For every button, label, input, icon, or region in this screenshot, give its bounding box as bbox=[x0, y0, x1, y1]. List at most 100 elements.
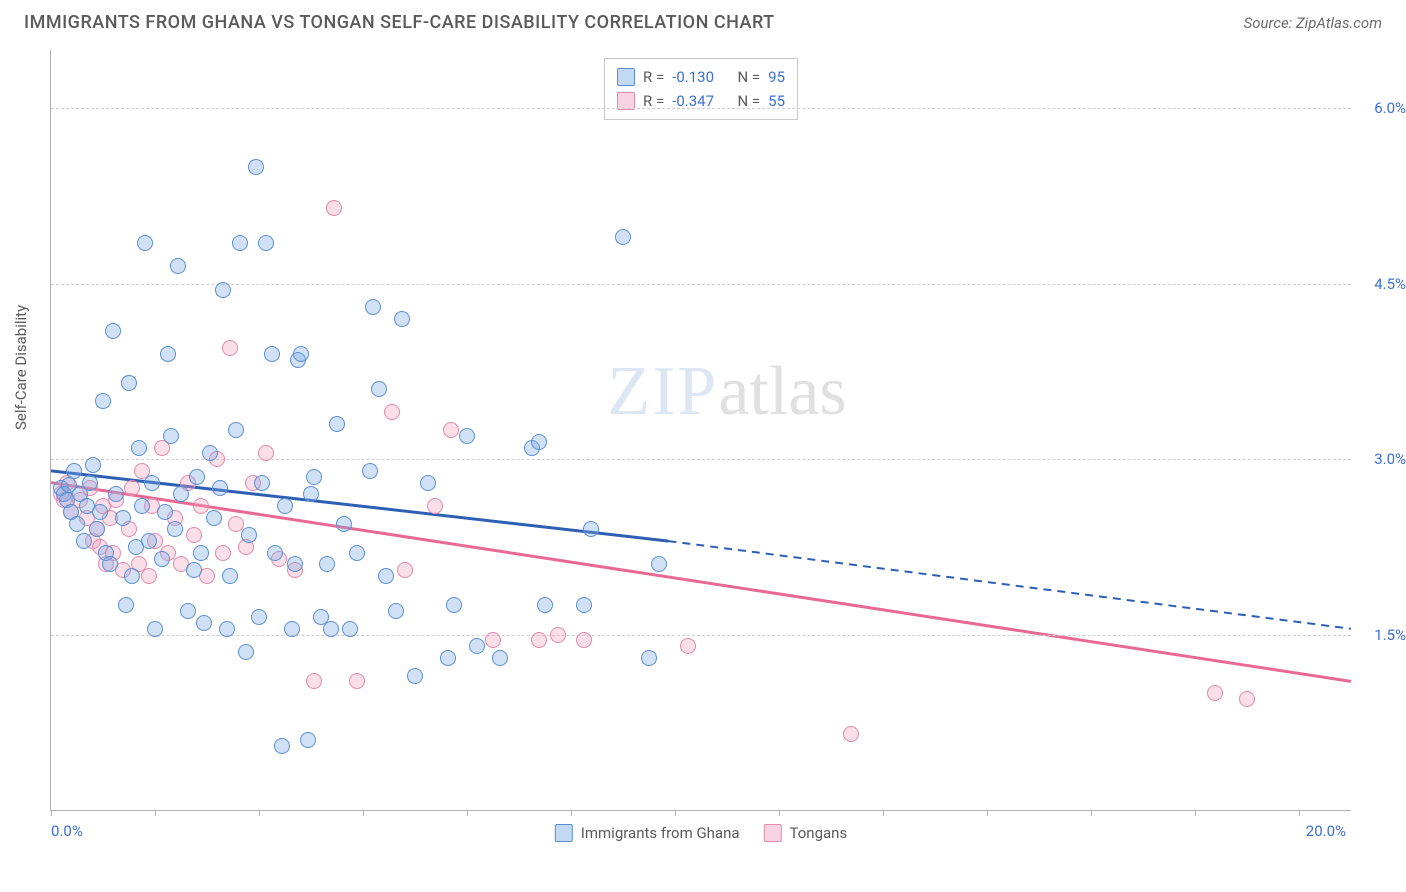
scatter-point-blue bbox=[206, 510, 222, 526]
legend-swatch-pink bbox=[764, 824, 782, 842]
r-value-blue: -0.130 bbox=[672, 65, 714, 89]
x-tick bbox=[1299, 810, 1300, 816]
scatter-point-blue bbox=[193, 545, 209, 561]
scatter-point-blue bbox=[228, 422, 244, 438]
x-tick bbox=[571, 810, 572, 816]
scatter-point-blue bbox=[407, 668, 423, 684]
scatter-point-blue bbox=[641, 650, 657, 666]
scatter-point-blue bbox=[329, 416, 345, 432]
scatter-point-pink bbox=[680, 638, 696, 654]
scatter-point-pink bbox=[576, 632, 592, 648]
x-tick bbox=[675, 810, 676, 816]
scatter-point-blue bbox=[394, 311, 410, 327]
scatter-point-pink bbox=[193, 498, 209, 514]
scatter-point-blue bbox=[108, 486, 124, 502]
scatter-point-blue bbox=[293, 346, 309, 362]
scatter-point-blue bbox=[118, 597, 134, 613]
y-tick-label: 6.0% bbox=[1356, 99, 1406, 117]
scatter-point-blue bbox=[76, 533, 92, 549]
scatter-point-blue bbox=[267, 545, 283, 561]
scatter-point-blue bbox=[124, 568, 140, 584]
scatter-point-pink bbox=[306, 673, 322, 689]
scatter-point-pink bbox=[1239, 691, 1255, 707]
scatter-point-blue bbox=[277, 498, 293, 514]
scatter-point-blue bbox=[180, 603, 196, 619]
x-tick-label: 20.0% bbox=[1286, 822, 1346, 840]
x-tick bbox=[1091, 810, 1092, 816]
x-tick bbox=[883, 810, 884, 816]
scatter-point-blue bbox=[365, 299, 381, 315]
scatter-point-blue bbox=[121, 375, 137, 391]
scatter-point-blue bbox=[131, 440, 147, 456]
scatter-point-blue bbox=[362, 463, 378, 479]
scatter-point-blue bbox=[163, 428, 179, 444]
scatter-point-blue bbox=[202, 445, 218, 461]
scatter-point-blue bbox=[274, 738, 290, 754]
scatter-point-blue bbox=[303, 486, 319, 502]
scatter-point-blue bbox=[258, 235, 274, 251]
gridline bbox=[51, 459, 1351, 460]
scatter-point-pink bbox=[531, 632, 547, 648]
scatter-point-blue bbox=[92, 504, 108, 520]
scatter-point-blue bbox=[284, 621, 300, 637]
scatter-point-blue bbox=[160, 346, 176, 362]
scatter-point-blue bbox=[492, 650, 508, 666]
legend-label-pink: Tongans bbox=[790, 824, 848, 842]
scatter-point-pink bbox=[443, 422, 459, 438]
scatter-point-blue bbox=[420, 475, 436, 491]
scatter-point-blue bbox=[248, 159, 264, 175]
scatter-point-blue bbox=[241, 527, 257, 543]
trend-line bbox=[669, 541, 1352, 629]
scatter-point-blue bbox=[651, 556, 667, 572]
scatter-point-blue bbox=[388, 603, 404, 619]
scatter-point-pink bbox=[427, 498, 443, 514]
scatter-point-blue bbox=[189, 469, 205, 485]
scatter-point-pink bbox=[258, 445, 274, 461]
scatter-point-blue bbox=[306, 469, 322, 485]
scatter-point-blue bbox=[137, 235, 153, 251]
watermark-atlas: atlas bbox=[718, 353, 846, 430]
x-tick bbox=[779, 810, 780, 816]
n-label: N = bbox=[737, 65, 760, 89]
legend-bottom-item-blue: Immigrants from Ghana bbox=[555, 824, 740, 842]
y-tick-label: 1.5% bbox=[1356, 626, 1406, 644]
gridline bbox=[51, 108, 1351, 109]
scatter-point-blue bbox=[85, 457, 101, 473]
header: IMMIGRANTS FROM GHANA VS TONGAN SELF-CAR… bbox=[24, 12, 1382, 33]
scatter-point-blue bbox=[583, 521, 599, 537]
scatter-point-blue bbox=[446, 597, 462, 613]
scatter-point-blue bbox=[287, 556, 303, 572]
scatter-point-blue bbox=[95, 393, 111, 409]
chart-title: IMMIGRANTS FROM GHANA VS TONGAN SELF-CAR… bbox=[24, 12, 775, 33]
y-tick-label: 3.0% bbox=[1356, 450, 1406, 468]
scatter-point-blue bbox=[300, 732, 316, 748]
legend-bottom: Immigrants from Ghana Tongans bbox=[555, 824, 847, 842]
scatter-point-blue bbox=[576, 597, 592, 613]
scatter-point-blue bbox=[215, 282, 231, 298]
r-label: R = bbox=[643, 65, 664, 89]
legend-bottom-item-pink: Tongans bbox=[764, 824, 848, 842]
scatter-point-blue bbox=[134, 498, 150, 514]
scatter-point-blue bbox=[186, 562, 202, 578]
y-axis-label: Self-Care Disability bbox=[12, 305, 30, 430]
scatter-point-blue bbox=[66, 463, 82, 479]
scatter-point-blue bbox=[154, 551, 170, 567]
x-tick-label: 0.0% bbox=[51, 822, 83, 840]
scatter-point-blue bbox=[170, 258, 186, 274]
scatter-point-blue bbox=[222, 568, 238, 584]
scatter-point-blue bbox=[238, 644, 254, 660]
scatter-point-blue bbox=[141, 533, 157, 549]
scatter-point-pink bbox=[397, 562, 413, 578]
scatter-point-blue bbox=[531, 434, 547, 450]
x-tick bbox=[987, 810, 988, 816]
scatter-point-pink bbox=[1207, 685, 1223, 701]
scatter-point-blue bbox=[342, 621, 358, 637]
scatter-point-blue bbox=[89, 521, 105, 537]
legend-label-blue: Immigrants from Ghana bbox=[581, 824, 740, 842]
scatter-point-pink bbox=[186, 527, 202, 543]
x-tick bbox=[467, 810, 468, 816]
scatter-point-blue bbox=[69, 516, 85, 532]
scatter-point-blue bbox=[232, 235, 248, 251]
scatter-point-pink bbox=[222, 340, 238, 356]
scatter-point-blue bbox=[251, 609, 267, 625]
